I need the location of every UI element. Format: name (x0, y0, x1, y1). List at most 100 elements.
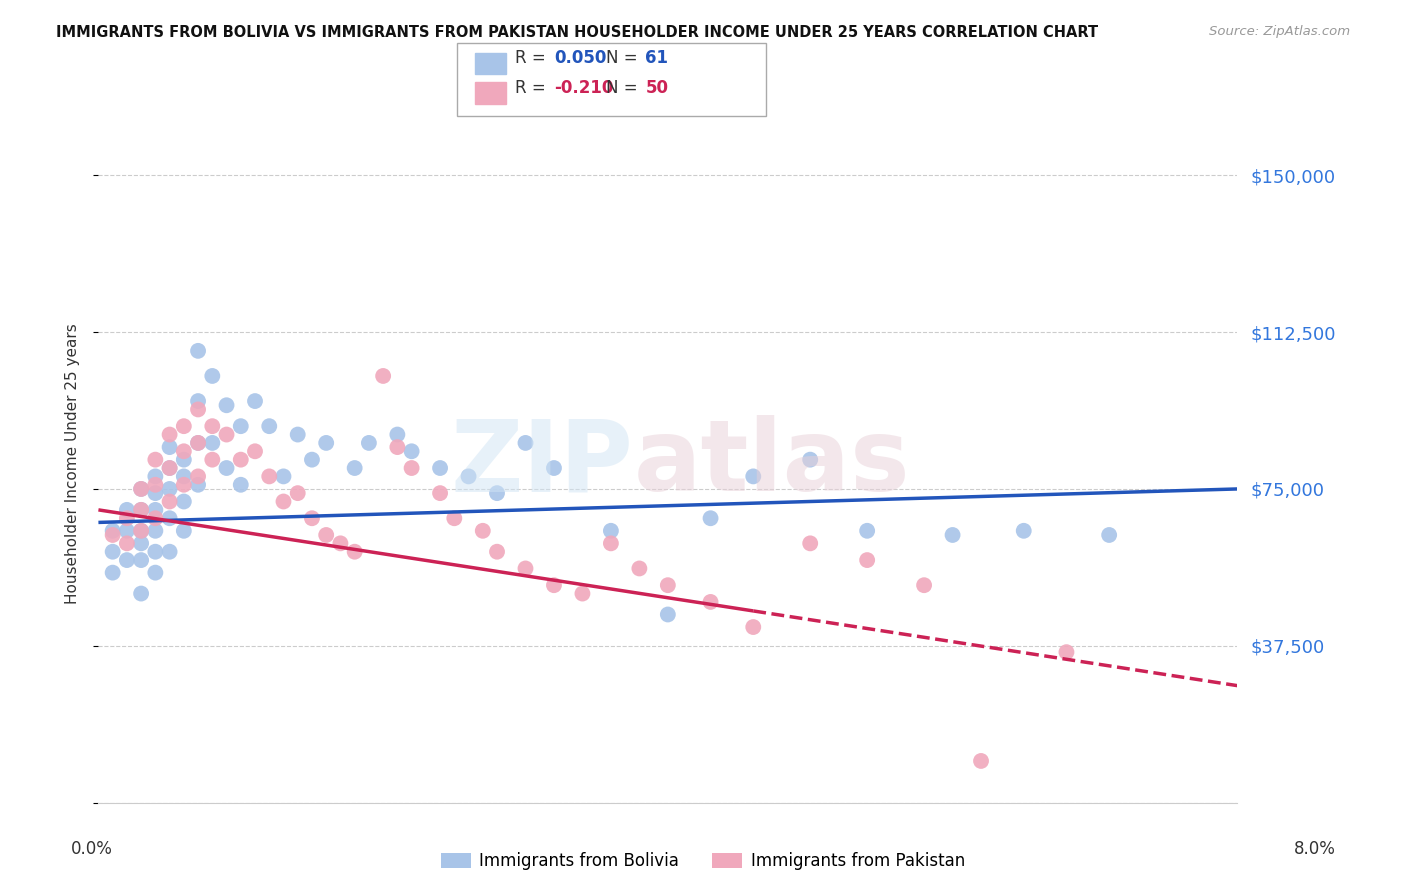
Point (229, 419, 252, 434)
Point (173, 452, 195, 467)
Point (543, 578, 565, 592)
Point (628, 561, 651, 575)
Point (315, 436, 337, 450)
Text: 61: 61 (645, 49, 668, 67)
Point (387, 440, 409, 454)
Point (401, 461, 423, 475)
Point (657, 607, 679, 622)
Point (429, 461, 451, 475)
Point (173, 419, 195, 434)
Point (429, 486, 451, 500)
Point (145, 452, 167, 467)
Point (145, 511, 167, 525)
Text: R =: R = (515, 49, 551, 67)
Point (187, 469, 209, 483)
Point (145, 469, 167, 483)
Point (699, 511, 721, 525)
Point (159, 427, 181, 442)
Text: N =: N = (606, 78, 643, 96)
Point (243, 444, 266, 458)
Point (201, 436, 224, 450)
Point (471, 524, 494, 538)
Point (101, 566, 124, 580)
Point (201, 419, 224, 434)
Point (600, 536, 623, 550)
Y-axis label: Householder Income Under 25 years: Householder Income Under 25 years (65, 324, 80, 604)
Point (229, 452, 252, 467)
Point (1098, 528, 1121, 542)
Point (486, 486, 509, 500)
Point (273, 494, 295, 508)
Point (357, 436, 380, 450)
Point (129, 586, 152, 600)
Point (571, 586, 593, 600)
Point (259, 419, 281, 434)
Point (115, 511, 138, 525)
Point (173, 444, 195, 458)
Point (942, 528, 965, 542)
Point (243, 394, 266, 409)
Point (912, 578, 935, 592)
Point (799, 536, 821, 550)
Point (187, 394, 209, 409)
Point (329, 536, 352, 550)
Point (159, 511, 181, 525)
Point (401, 444, 423, 458)
Point (129, 482, 152, 496)
Point (742, 469, 765, 483)
Point (799, 452, 821, 467)
Text: 50: 50 (645, 78, 668, 96)
Point (742, 620, 765, 634)
Point (159, 482, 181, 496)
Point (443, 511, 465, 525)
Point (145, 503, 167, 517)
Point (856, 524, 879, 538)
Point (129, 503, 152, 517)
Point (1056, 645, 1078, 659)
Text: ZIP: ZIP (451, 416, 634, 512)
Text: atlas: atlas (634, 416, 910, 512)
Point (159, 461, 181, 475)
Point (101, 528, 124, 542)
Point (173, 477, 195, 491)
Text: Source: ZipAtlas.com: Source: ZipAtlas.com (1209, 25, 1350, 38)
Point (187, 436, 209, 450)
Point (273, 469, 295, 483)
Point (129, 553, 152, 567)
Point (187, 436, 209, 450)
Text: 8.0%: 8.0% (1294, 840, 1336, 858)
Point (215, 427, 238, 442)
Point (187, 402, 209, 417)
Point (970, 754, 993, 768)
Point (173, 494, 195, 508)
Legend: Immigrants from Bolivia, Immigrants from Pakistan: Immigrants from Bolivia, Immigrants from… (434, 846, 972, 877)
Text: R =: R = (515, 78, 551, 96)
Point (371, 368, 394, 383)
Point (1012, 524, 1035, 538)
Point (115, 553, 138, 567)
Point (101, 545, 124, 559)
Point (486, 545, 509, 559)
Point (301, 452, 323, 467)
Point (129, 524, 152, 538)
Point (101, 524, 124, 538)
Text: 0.0%: 0.0% (70, 840, 112, 858)
Point (259, 469, 281, 483)
Text: N =: N = (606, 49, 643, 67)
Point (699, 595, 721, 609)
Point (343, 545, 366, 559)
Point (215, 398, 238, 412)
Point (115, 536, 138, 550)
Point (115, 524, 138, 538)
Point (173, 524, 195, 538)
Point (515, 436, 537, 450)
Point (159, 494, 181, 508)
Point (145, 524, 167, 538)
Point (600, 524, 623, 538)
Text: IMMIGRANTS FROM BOLIVIA VS IMMIGRANTS FROM PAKISTAN HOUSEHOLDER INCOME UNDER 25 : IMMIGRANTS FROM BOLIVIA VS IMMIGRANTS FR… (56, 25, 1098, 40)
Point (145, 477, 167, 491)
Point (315, 528, 337, 542)
Point (215, 461, 238, 475)
Point (343, 461, 366, 475)
Point (287, 427, 309, 442)
